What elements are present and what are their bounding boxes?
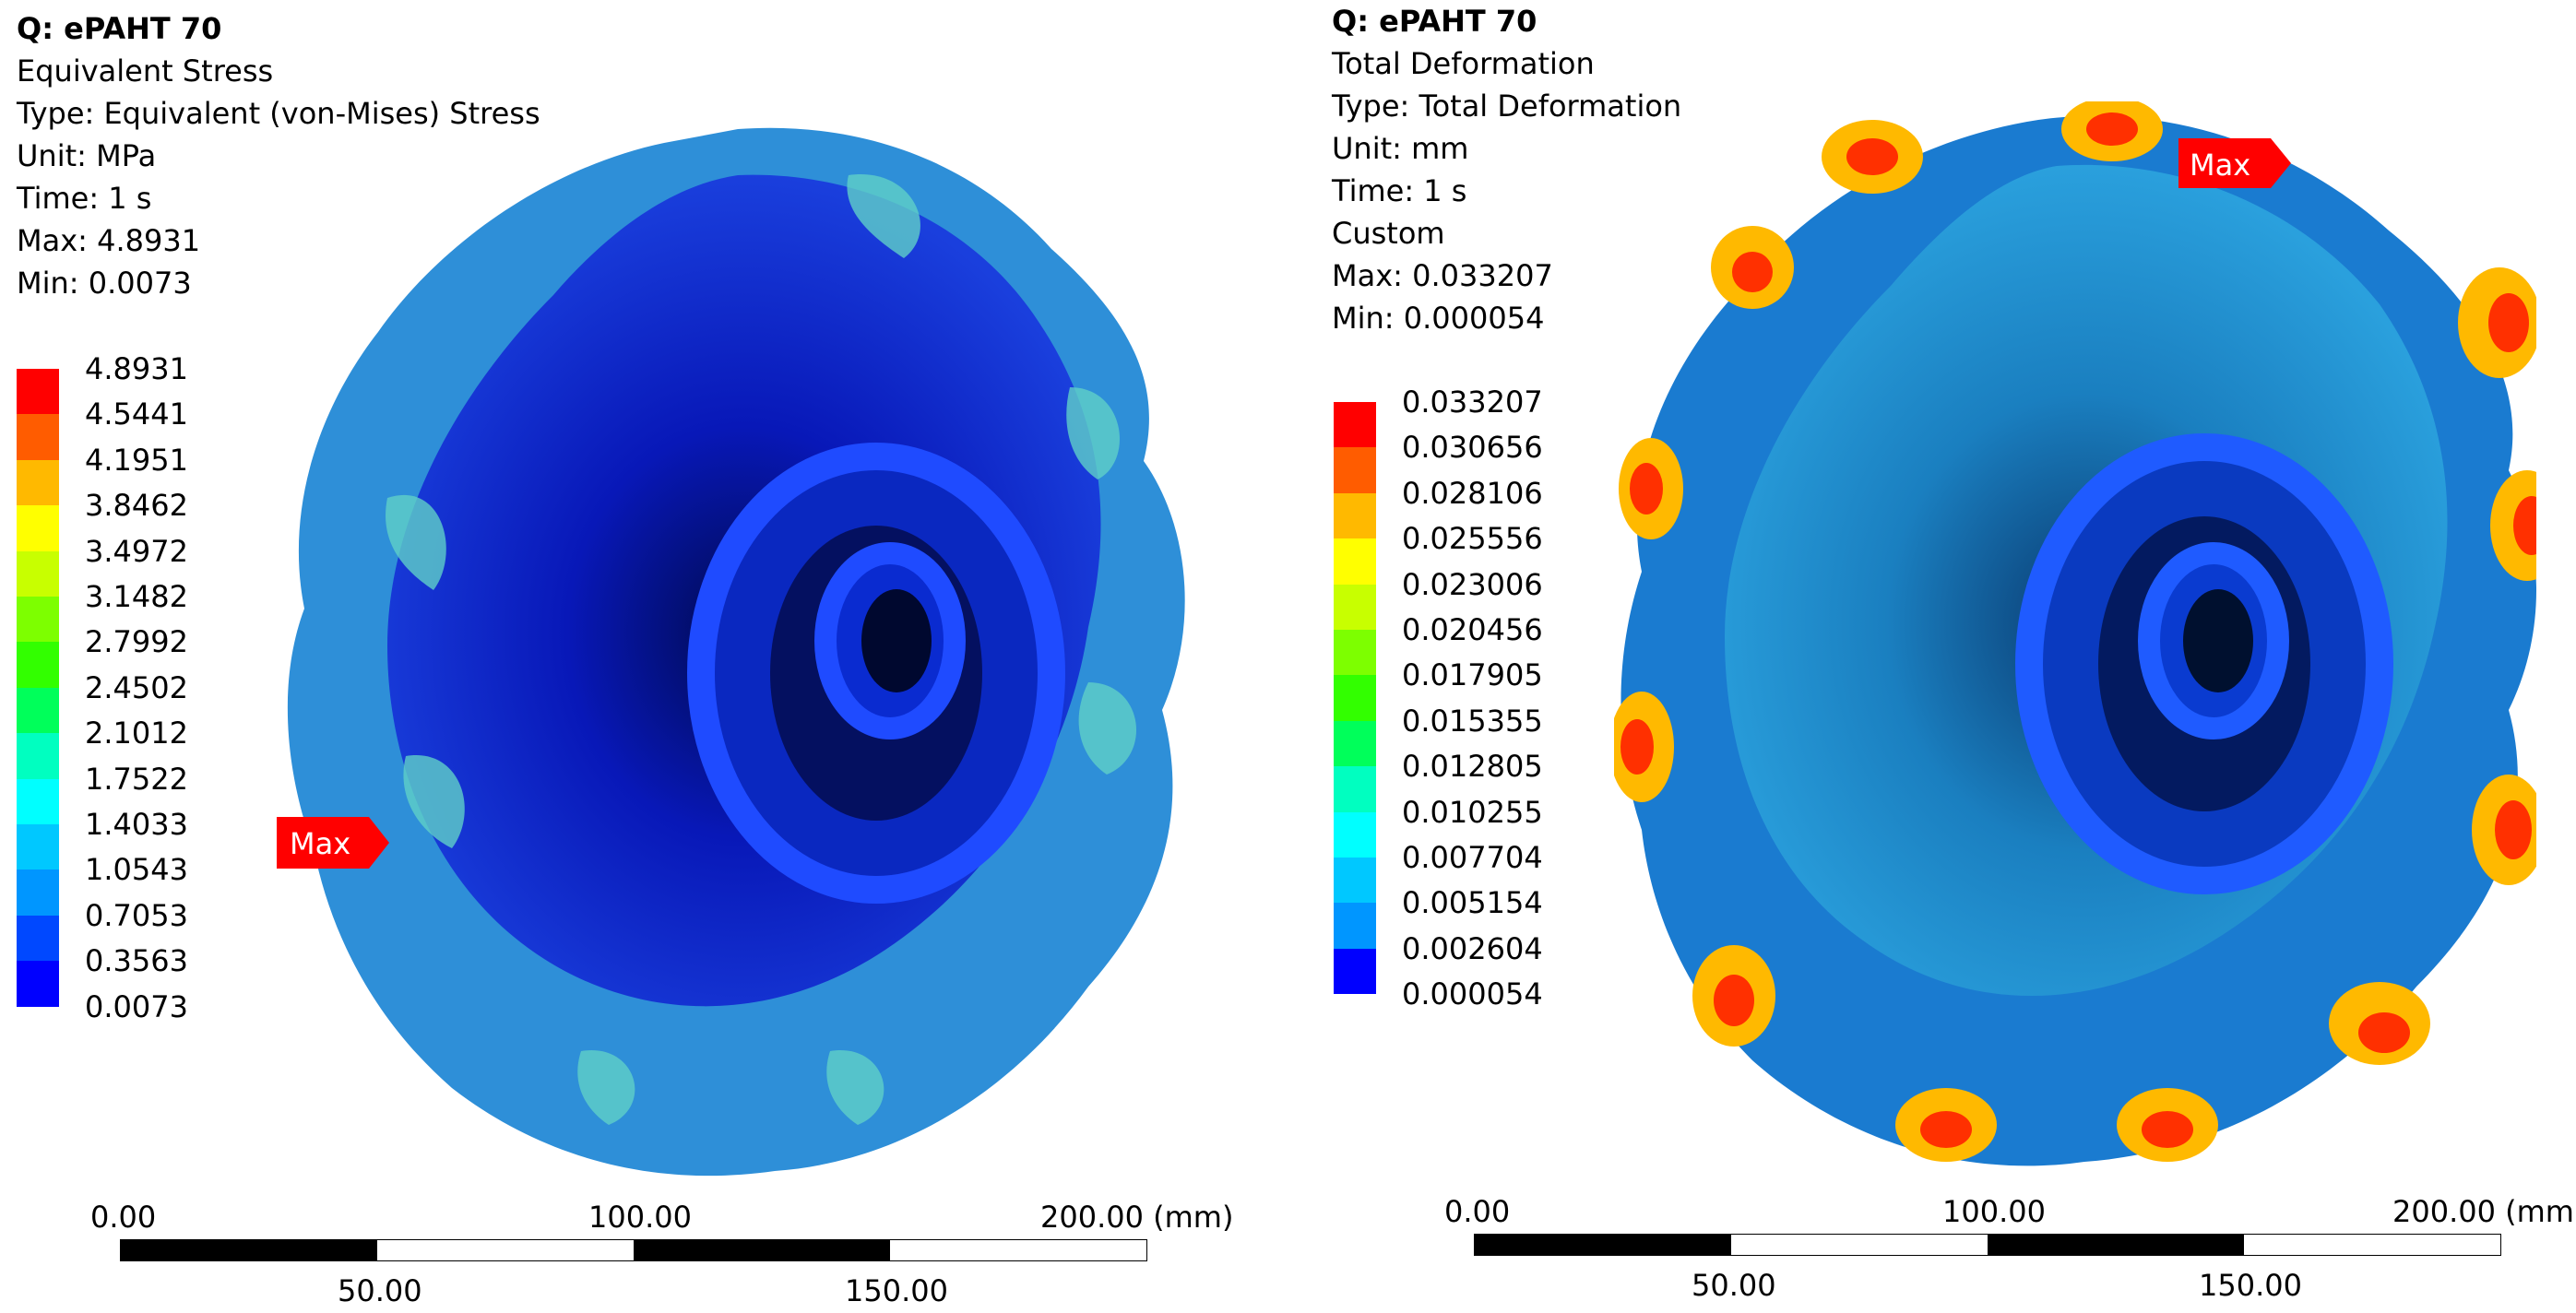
legend-label: 0.030656 <box>1402 430 1543 466</box>
legend-swatch <box>1334 538 1376 585</box>
legend-label: 0.7053 <box>85 897 188 933</box>
legend-swatch <box>17 961 59 1007</box>
scale-label: 100.00 <box>588 1200 692 1235</box>
legend-swatch <box>1334 948 1376 995</box>
legend-swatch <box>1334 447 1376 493</box>
legend-swatch <box>17 915 59 962</box>
stress-title: Q: ePAHT 70 <box>17 11 222 46</box>
legend-swatch <box>17 642 59 688</box>
scale-track <box>120 1239 1147 1261</box>
legend-label: 1.0543 <box>85 852 188 888</box>
deformation-panel: Q: ePAHT 70 Total Deformation Type: Tota… <box>1319 0 2576 1313</box>
deformation-info-block: Q: ePAHT 70 Total Deformation Type: Tota… <box>1332 0 1681 339</box>
legend-swatch <box>1334 858 1376 904</box>
legend-label: 2.4502 <box>85 669 188 705</box>
impeller-deformation-plot <box>1614 101 2536 1166</box>
max-marker <box>2178 138 2291 188</box>
impeller-stress-plot <box>287 127 1185 1177</box>
legend-label: 0.033207 <box>1402 384 1543 420</box>
legend-label: 0.000054 <box>1402 976 1543 1012</box>
legend-swatch <box>1334 584 1376 630</box>
legend-label: 0.012805 <box>1402 749 1543 785</box>
legend-label: 0.0073 <box>85 988 188 1024</box>
scale-label: 0.00 <box>90 1200 157 1235</box>
legend-swatch <box>17 505 59 551</box>
scale-label: 50.00 <box>1692 1268 1776 1303</box>
legend-label: 1.7522 <box>85 761 188 797</box>
deformation-type: Type: Total Deformation <box>1332 89 1682 124</box>
legend-swatch <box>17 459 59 506</box>
legend-label: 0.3563 <box>85 943 188 979</box>
max-marker-label: Max <box>2190 148 2251 183</box>
legend-label: 0.028106 <box>1402 475 1543 511</box>
legend-swatch <box>1334 766 1376 812</box>
legend-label: 4.5441 <box>85 396 188 432</box>
legend-label: 0.007704 <box>1402 840 1543 875</box>
scale-label: 150.00 <box>2199 1268 2302 1303</box>
legend-label: 0.005154 <box>1402 885 1543 921</box>
deformation-title: Q: ePAHT 70 <box>1332 4 1537 39</box>
legend-label: 2.1012 <box>85 716 188 751</box>
deformation-unit: Unit: mm <box>1332 131 1469 166</box>
scale-label: 0.00 <box>1444 1194 1511 1229</box>
stress-max: Max: 4.8931 <box>17 223 201 258</box>
scale-label: 100.00 <box>1942 1194 2046 1229</box>
scale-track <box>1474 1234 2501 1256</box>
stress-panel: Q: ePAHT 70 Equivalent Stress Type: Equi… <box>17 7 1234 1308</box>
scale-label: 200.00 (mm) <box>2392 1194 2576 1229</box>
stress-time: Time: 1 s <box>17 181 152 216</box>
legend-label: 4.8931 <box>85 351 188 386</box>
legend-label: 0.020456 <box>1402 612 1543 647</box>
legend-swatch <box>17 687 59 734</box>
legend-swatch <box>1334 492 1376 539</box>
legend-swatch <box>1334 675 1376 721</box>
stress-info-block: Q: ePAHT 70 Equivalent Stress Type: Equi… <box>17 7 540 304</box>
legend-label: 1.4033 <box>85 807 188 842</box>
legend-swatch <box>1334 402 1376 448</box>
legend-swatch <box>17 824 59 870</box>
legend-label: 0.023006 <box>1402 566 1543 602</box>
legend-swatch <box>1334 720 1376 767</box>
scale-label: 200.00 (mm) <box>1040 1200 1234 1235</box>
stress-type: Type: Equivalent (von-Mises) Stress <box>17 96 540 131</box>
hub-bore <box>2183 589 2253 692</box>
legend-swatch <box>17 550 59 597</box>
legend-label: 0.015355 <box>1402 703 1543 739</box>
legend-label: 3.1482 <box>85 579 188 614</box>
legend-label: 2.7992 <box>85 624 188 660</box>
legend-label: 0.017905 <box>1402 657 1543 693</box>
legend-label: 0.010255 <box>1402 794 1543 830</box>
stress-unit: Unit: MPa <box>17 138 157 173</box>
deformation-custom: Custom <box>1332 216 1445 251</box>
deformation-max: Max: 0.033207 <box>1332 258 1553 293</box>
legend-swatch <box>1334 811 1376 858</box>
legend-swatch <box>17 597 59 643</box>
legend-swatch <box>1334 630 1376 676</box>
stress-min: Min: 0.0073 <box>17 266 192 301</box>
legend-swatch <box>17 369 59 415</box>
deformation-time: Time: 1 s <box>1332 173 1467 208</box>
max-marker <box>277 817 389 869</box>
legend-label: 3.4972 <box>85 533 188 569</box>
legend-swatch <box>17 778 59 824</box>
scale-label: 50.00 <box>338 1273 422 1308</box>
legend-label: 0.002604 <box>1402 930 1543 966</box>
legend-swatch <box>17 733 59 779</box>
legend-label: 4.1951 <box>85 442 188 478</box>
hub-bore <box>861 589 932 692</box>
legend-label: 3.8462 <box>85 488 188 524</box>
legend-swatch <box>1334 903 1376 949</box>
legend-swatch <box>17 869 59 916</box>
deformation-min: Min: 0.000054 <box>1332 301 1545 336</box>
legend-swatch <box>17 414 59 460</box>
stress-result-name: Equivalent Stress <box>17 53 274 89</box>
deformation-result-name: Total Deformation <box>1332 46 1595 81</box>
scale-label: 150.00 <box>845 1273 948 1308</box>
max-marker-label: Max <box>290 826 351 861</box>
legend-label: 0.025556 <box>1402 521 1543 557</box>
